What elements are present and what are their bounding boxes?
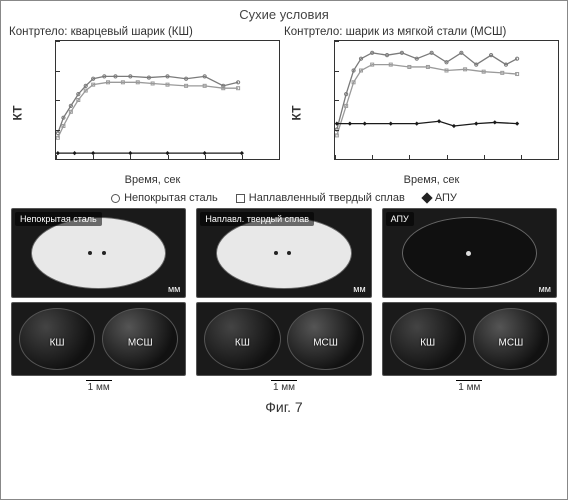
disc-photo: Непокрытая сталь мм <box>11 208 186 298</box>
scale-label: 1 мм <box>382 382 557 393</box>
legend: Непокрытая сталь Наплавленный твердый сп… <box>1 186 567 208</box>
legend-hardfaced-label: Наплавленный твердый сплав <box>249 192 405 204</box>
figure-caption: Фиг. 7 <box>1 393 567 415</box>
scale-bar-icon <box>271 380 297 381</box>
photo-banner: Наплавл. твердый сплав <box>200 212 314 226</box>
legend-apu-label: АПУ <box>435 192 457 204</box>
uncoated-series <box>337 53 517 130</box>
mm-label: мм <box>353 284 365 294</box>
left-subtitle: Контртело: кварцевый шарик (КШ) <box>9 26 284 38</box>
data-point <box>72 151 76 155</box>
ball-label-ksh: КШ <box>235 337 250 348</box>
balls-photo: КШ МСШ <box>196 302 371 376</box>
ball-label-mssh: МСШ <box>128 337 153 348</box>
data-point <box>415 121 419 125</box>
right-subtitle: Контртело: шарик из мягкой стали (МСШ) <box>284 26 559 38</box>
scale-cell: 1 мм <box>382 380 557 393</box>
diamond-marker-icon <box>421 192 432 203</box>
data-point <box>515 121 519 125</box>
chart-right-wrap: КТ 0.250.500.7510100200300400500600 Врем… <box>288 40 559 186</box>
balls-photo: КШ МСШ <box>11 302 186 376</box>
data-point <box>516 73 519 76</box>
xlabel-left: Время, сек <box>25 174 280 186</box>
ball-label-mssh: МСШ <box>313 337 338 348</box>
data-point <box>348 121 352 125</box>
photo-row-discs: Непокрытая стальммНаплавл. твердый сплав… <box>11 208 557 298</box>
photo-banner: АПУ <box>386 212 414 226</box>
photo-banner: Непокрытая сталь <box>15 212 102 226</box>
legend-apu: АПУ <box>423 192 457 204</box>
data-point <box>56 136 59 139</box>
ball-label-mssh: МСШ <box>499 337 524 348</box>
scale-bar-icon <box>86 380 112 381</box>
data-point <box>363 121 367 125</box>
chart-left-wrap: КТ 0.250.500.7510100200300400500600 Врем… <box>9 40 280 186</box>
disc-photo: Наплавл. твердый сплав мм <box>196 208 371 298</box>
data-point <box>516 57 519 60</box>
mm-label: мм <box>168 284 180 294</box>
ylabel-right: КТ <box>288 40 304 186</box>
hardfaced-series <box>58 82 238 137</box>
legend-uncoated-label: Непокрытая сталь <box>124 192 218 204</box>
data-point <box>389 121 393 125</box>
legend-uncoated: Непокрытая сталь <box>111 192 218 204</box>
ball-label-ksh: КШ <box>50 337 65 348</box>
ball-label-ksh: КШ <box>420 337 435 348</box>
scale-cell: 1 мм <box>11 380 186 393</box>
chart-right: 0.250.500.7510100200300400500600 <box>334 40 559 160</box>
data-point <box>493 120 497 124</box>
balls-photo: КШ МСШ <box>382 302 557 376</box>
scale-row: 1 мм 1 мм 1 мм <box>11 380 557 393</box>
conditions-title: Сухие условия <box>1 1 567 22</box>
disc-photo: АПУ мм <box>382 208 557 298</box>
counterbody-subtitles: Контртело: кварцевый шарик (КШ) Контртел… <box>1 22 567 38</box>
circle-marker-icon <box>111 194 120 203</box>
scale-cell: 1 мм <box>196 380 371 393</box>
data-point <box>452 124 456 128</box>
photo-grid: Непокрытая стальммНаплавл. твердый сплав… <box>1 208 567 393</box>
legend-hardfaced: Наплавленный твердый сплав <box>236 192 405 204</box>
scale-label: 1 мм <box>196 382 371 393</box>
data-point <box>437 119 441 123</box>
charts-row: КТ 0.250.500.7510100200300400500600 Врем… <box>1 38 567 186</box>
mm-label: мм <box>539 284 551 294</box>
xlabel-right: Время, сек <box>304 174 559 186</box>
ylabel-left: КТ <box>9 40 25 186</box>
chart-left: 0.250.500.7510100200300400500600 <box>55 40 280 160</box>
data-point <box>474 121 478 125</box>
photo-row-balls: КШ МСШ КШ МСШ КШ МСШ <box>11 302 557 376</box>
square-marker-icon <box>236 194 245 203</box>
scale-label: 1 мм <box>11 382 186 393</box>
scale-bar-icon <box>456 380 482 381</box>
